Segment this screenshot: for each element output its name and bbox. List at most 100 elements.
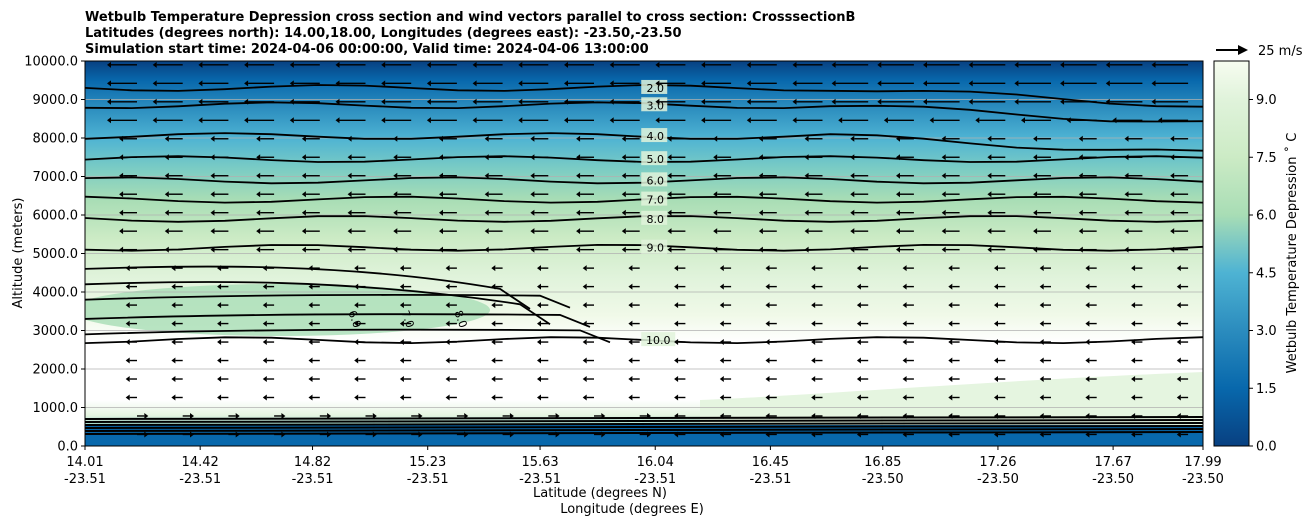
wind-vector-head xyxy=(1131,394,1136,401)
wind-vector-head xyxy=(1039,394,1044,401)
wind-vector-head xyxy=(1124,172,1129,179)
wind-vector-head xyxy=(987,172,992,179)
wind-vector-head xyxy=(804,135,809,142)
wind-vector-head xyxy=(576,135,581,142)
wind-vector-head xyxy=(518,98,523,105)
wind-vector-head xyxy=(765,412,770,419)
wind-vector-head xyxy=(994,302,998,309)
wind-vector-head xyxy=(445,357,450,364)
wind-vector-head xyxy=(1039,357,1044,364)
wind-vector-head xyxy=(758,135,763,142)
contour-label: 9.0 xyxy=(646,242,664,255)
wind-vector-head xyxy=(399,283,404,290)
wind-vector-head xyxy=(719,339,724,346)
wind-vector-head xyxy=(1176,357,1181,364)
wind-vector-head xyxy=(439,209,443,216)
contour-label-bg xyxy=(641,97,668,112)
wind-vector-head xyxy=(1131,431,1136,438)
wind-vector-head xyxy=(719,431,724,438)
wind-vector-head xyxy=(445,376,450,383)
wind-vector-head xyxy=(347,154,352,161)
wind-vector-head xyxy=(564,117,568,124)
x-tick-label-lat: 15.23 xyxy=(409,455,446,470)
wind-vector-head xyxy=(289,61,294,68)
wind-vector-head xyxy=(994,431,998,438)
wind-vector-head xyxy=(811,302,816,309)
wind-vector-head xyxy=(850,246,855,253)
wind-vector-head xyxy=(674,265,679,272)
wind-vector-head xyxy=(144,431,149,438)
wind-vector-head xyxy=(1176,376,1181,383)
x-tick-label-lat: 14.01 xyxy=(66,455,103,470)
wind-vector-head xyxy=(1039,283,1044,290)
wind-vector-head xyxy=(125,339,130,346)
wind-vector-head xyxy=(896,172,900,179)
wind-vector-head xyxy=(171,357,176,364)
colorbar-tick-label: 6.0 xyxy=(1256,209,1277,224)
wind-vector-head xyxy=(628,265,633,272)
contour-label: 10.0 xyxy=(646,334,671,347)
wind-vector-head xyxy=(850,209,855,216)
wind-vector-head xyxy=(107,117,111,124)
wind-vector-head xyxy=(1124,246,1129,253)
contour-label-bg xyxy=(641,128,668,143)
wind-vector-head xyxy=(530,154,535,161)
wind-vector-head xyxy=(765,357,770,364)
wind-vector-head xyxy=(746,80,751,87)
wind-vector-head xyxy=(190,431,194,438)
wind-vector-head xyxy=(811,320,816,327)
x-tick-label-lon: -23.51 xyxy=(407,472,449,487)
wind-vector-head xyxy=(1039,265,1044,272)
wind-vector-head xyxy=(464,431,469,438)
wind-vector-head xyxy=(713,191,718,198)
x-tick-label-lat: 14.42 xyxy=(182,455,219,470)
wind-vector-head xyxy=(902,339,907,346)
wind-vector-head xyxy=(896,209,900,216)
y-tick-label: 10000.0 xyxy=(24,55,78,70)
wind-vector-head xyxy=(262,394,267,401)
wind-vector-head xyxy=(491,265,496,272)
contour-label: 5.0 xyxy=(646,153,664,166)
wind-vector-head xyxy=(335,80,340,87)
wind-vector-head xyxy=(256,135,261,142)
wind-vector-head xyxy=(1170,209,1175,216)
colorbar-tick-label: 4.5 xyxy=(1256,266,1277,281)
wind-vector-head xyxy=(987,246,992,253)
wind-vector-head xyxy=(1176,302,1181,309)
wind-vector-head xyxy=(491,339,496,346)
wind-vector-head xyxy=(941,191,946,198)
wind-vector-head xyxy=(210,228,215,235)
wind-vector-head xyxy=(439,135,443,142)
wind-vector-head xyxy=(564,98,568,105)
wind-vector-head xyxy=(1060,61,1065,68)
wind-vector-head xyxy=(1170,191,1175,198)
wind-vector-head xyxy=(1033,191,1038,198)
wind-vector-head xyxy=(987,209,992,216)
x-tick-label-lat: 17.26 xyxy=(979,455,1016,470)
wind-vector-head xyxy=(902,302,907,309)
wind-vector-head xyxy=(621,135,626,142)
wind-vector-head xyxy=(1033,172,1038,179)
wind-vector-head xyxy=(941,246,946,253)
wind-vector-head xyxy=(354,302,359,309)
chart-title-line-1: Wetbulb Temperature Depression cross sec… xyxy=(85,10,855,25)
wind-vector-head xyxy=(491,320,496,327)
wind-vector-head xyxy=(484,154,489,161)
wind-vector-head xyxy=(1085,357,1090,364)
wind-vector-head xyxy=(217,376,222,383)
wind-vector-head xyxy=(171,376,176,383)
wind-vector-head xyxy=(1033,246,1038,253)
wind-vector-head xyxy=(758,154,763,161)
wind-vector-head xyxy=(217,265,222,272)
wind-vector-head xyxy=(621,228,626,235)
colorbar-label: Wetbulb Temperature Depression ˚ C xyxy=(1284,133,1300,374)
wind-vector-head xyxy=(262,283,267,290)
wind-vector-head xyxy=(1131,283,1136,290)
wind-vector-head xyxy=(994,339,998,346)
wind-vector-head xyxy=(1078,154,1083,161)
wind-vector-head xyxy=(1151,98,1156,105)
y-tick-label: 4000.0 xyxy=(33,286,79,301)
wind-vector-head xyxy=(1014,98,1019,105)
wind-vector-head xyxy=(811,265,816,272)
x-tick-label-lon: -23.51 xyxy=(519,472,561,487)
